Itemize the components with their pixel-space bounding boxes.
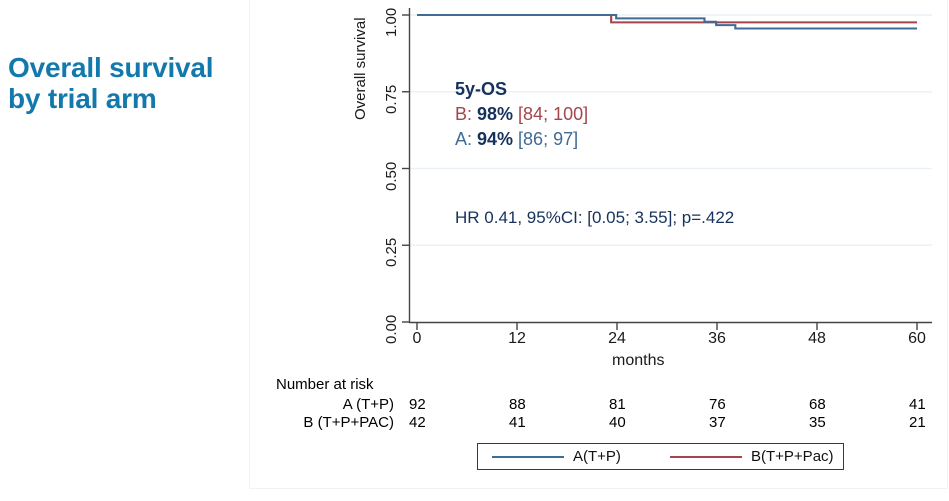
risk-row-value: 81 <box>609 396 626 413</box>
arm-a-ci: [86; 97] <box>513 128 579 149</box>
risk-row-label: A (T+P) <box>342 396 394 413</box>
survival-annotation: 5y-OS B: 98% [84; 100] A: 94% [86; 97] <box>455 78 588 151</box>
page-title-line1: Overall survival <box>8 52 214 83</box>
risk-row-value: 76 <box>709 396 726 413</box>
y-tick-label: 0.75 <box>383 84 400 114</box>
y-tick-label: 0.50 <box>383 161 400 191</box>
hazard-ratio-text: HR 0.41, 95%CI: [0.05; 3.55]; p=.422 <box>455 208 735 227</box>
page-title-line2: by trial arm <box>8 83 157 115</box>
risk-row-value: 88 <box>509 396 526 413</box>
annotation-arm-a: A: 94% [86; 97] <box>455 128 588 151</box>
risk-row-value: 68 <box>809 396 826 413</box>
risk-table-row: B (T+P+PAC) 42 41 40 37 35 21 <box>276 414 936 432</box>
legend-line-swatch <box>670 455 742 458</box>
risk-row-value: 37 <box>709 414 726 431</box>
axis-lines <box>402 8 932 330</box>
legend-line-swatch <box>492 455 564 458</box>
legend-label: A(T+P) <box>573 448 621 465</box>
arm-a-value: 94% <box>477 128 514 149</box>
risk-row-value: 42 <box>409 414 426 431</box>
y-tick-label: 0.25 <box>383 238 400 268</box>
risk-table-row: A (T+P) 92 88 81 76 68 41 <box>276 396 936 414</box>
risk-row-value: 41 <box>509 414 526 431</box>
legend-label: B(T+P+Pac) <box>751 448 834 465</box>
arm-b-ci: [84; 100] <box>513 104 589 125</box>
risk-row-label: B (T+P+PAC) <box>303 414 394 431</box>
risk-row-value: 92 <box>409 396 426 413</box>
x-tick-label: 0 <box>412 330 422 347</box>
y-axis-label: Overall survival <box>352 17 369 120</box>
legend-item[interactable]: A(T+P) <box>492 444 621 469</box>
annotation-arm-b: B: 98% [84; 100] <box>455 103 588 126</box>
x-tick-label: 60 <box>908 330 926 347</box>
x-tick-label: 12 <box>508 330 526 347</box>
legend-item[interactable]: B(T+P+Pac) <box>670 444 834 469</box>
arm-a-prefix: A: <box>455 128 478 149</box>
risk-row-value: 21 <box>909 414 926 431</box>
page-title: Overall survival by trial arm <box>8 52 244 115</box>
risk-table-caption: Number at risk <box>276 376 374 393</box>
x-tick-label: 24 <box>608 330 626 347</box>
risk-row-value: 41 <box>909 396 926 413</box>
x-axis-label: months <box>612 352 665 369</box>
x-tick-label: 36 <box>708 330 726 347</box>
slide-title-block: Overall survival by trial arm <box>8 52 244 115</box>
y-tick-label: 1.00 <box>383 7 400 37</box>
survival-curves <box>417 13 917 30</box>
x-tick-label: 48 <box>808 330 826 347</box>
risk-row-value: 40 <box>609 414 626 431</box>
annotation-header: 5y-OS <box>455 79 508 99</box>
arm-b-prefix: B: <box>455 104 478 125</box>
chart-legend: A(T+P) B(T+P+Pac) <box>477 443 844 470</box>
arm-b-value: 98% <box>477 104 514 125</box>
risk-row-value: 35 <box>809 414 826 431</box>
